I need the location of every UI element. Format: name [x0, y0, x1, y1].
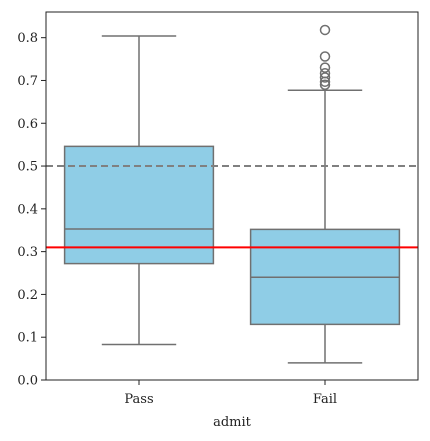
y-tick-label: 0.6: [17, 117, 38, 132]
plot-area: 0.0 0.1 0.2 0.3 0.4 0.5 0.6 0.7 0.8 Pass Fail: [17, 24, 418, 407]
y-tick-label: 0.2: [17, 288, 38, 303]
outlier-point-fail: [319, 51, 331, 62]
outlier-point-fail: [319, 62, 331, 73]
outlier-point-fail: [319, 67, 331, 79]
y-tick-label: 0.0: [17, 374, 38, 389]
x-tick-label: Fail: [313, 392, 337, 407]
y-tick-label: 0.1: [17, 331, 38, 346]
y-tick-label: 0.7: [17, 74, 38, 89]
x-axis-label: admit: [213, 415, 252, 430]
y-tick-label: 0.8: [17, 31, 38, 46]
box-pass: [63, 145, 215, 265]
x-tick-label: Pass: [124, 392, 153, 407]
y-tick-label: 0.4: [17, 202, 38, 217]
plot-frame: [45, 11, 419, 381]
outlier-point-fail: [319, 79, 331, 90]
outlier-point-fail: [319, 72, 331, 83]
y-tick-label: 0.3: [17, 245, 38, 260]
outlier-point-fail: [319, 24, 331, 36]
y-tick-label: 0.5: [17, 160, 38, 175]
